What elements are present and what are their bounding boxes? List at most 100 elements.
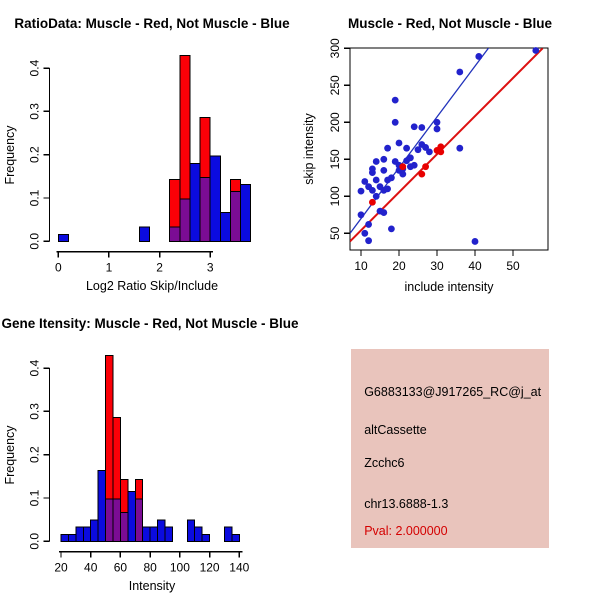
intensity-histogram-xlabel: Intensity bbox=[129, 579, 176, 593]
data-point-blue bbox=[471, 238, 479, 245]
x-tick-label: 100 bbox=[170, 561, 190, 575]
scatter-xlabel: include intensity bbox=[405, 280, 495, 294]
bar-blue bbox=[149, 526, 159, 542]
data-point-blue bbox=[369, 169, 376, 177]
x-tick-label: 140 bbox=[229, 561, 249, 575]
bar-blue bbox=[201, 533, 211, 542]
y-tick-label: 0.2 bbox=[28, 446, 42, 463]
data-point-red bbox=[399, 163, 407, 171]
data-point-blue bbox=[414, 146, 422, 154]
bar-blue bbox=[90, 519, 99, 542]
y-tick-label: 50 bbox=[328, 226, 342, 240]
gene-name-text: Zcchc6 bbox=[364, 456, 405, 471]
scatter-title: Muscle - Red, Not Muscle - Blue bbox=[348, 16, 553, 31]
scatter-plot: 10 20 30 40 50 50 100 150 200 250 300 bbox=[328, 38, 549, 273]
data-point-blue bbox=[391, 96, 399, 104]
bar-blue bbox=[127, 491, 136, 542]
data-point-blue bbox=[365, 221, 372, 228]
bar-blue bbox=[164, 526, 173, 542]
data-point-blue bbox=[365, 237, 372, 245]
bar-overlap bbox=[229, 191, 242, 242]
data-point-blue bbox=[426, 148, 433, 156]
y-tick-label: 0.3 bbox=[28, 403, 42, 420]
y-tick-label: 200 bbox=[328, 112, 342, 132]
data-point-blue bbox=[456, 68, 464, 76]
y-tick-label: 300 bbox=[328, 38, 342, 58]
regression-line-blue bbox=[350, 48, 490, 234]
x-tick-label: 0 bbox=[55, 261, 62, 275]
ratio-histogram-plot: 0 1 2 3 0.0 0.1 0.2 0.3 0.4 bbox=[28, 55, 252, 275]
data-point-blue bbox=[410, 161, 418, 169]
x-tick-label: 120 bbox=[200, 561, 220, 575]
data-point-blue bbox=[399, 170, 407, 178]
bar-blue bbox=[209, 155, 221, 242]
scatter-ylabel: skip intensity bbox=[302, 112, 316, 184]
bar-blue bbox=[138, 226, 150, 242]
x-tick-label: 80 bbox=[143, 561, 157, 575]
bar-blue bbox=[157, 519, 166, 542]
y-tick-label: 150 bbox=[328, 149, 342, 169]
data-point-blue bbox=[357, 211, 365, 219]
data-point-blue bbox=[532, 47, 540, 54]
data-point-blue bbox=[369, 186, 376, 194]
data-point-red bbox=[418, 170, 426, 178]
data-point-blue bbox=[407, 154, 414, 162]
bar-blue bbox=[57, 233, 69, 242]
y-tick-label: 0.4 bbox=[28, 359, 42, 376]
bar-blue bbox=[231, 533, 240, 542]
bar-blue bbox=[82, 526, 92, 542]
y-tick-label: 0.0 bbox=[28, 233, 42, 250]
data-point-blue bbox=[391, 118, 399, 126]
x-tick-label: 20 bbox=[392, 259, 406, 273]
data-point-blue bbox=[395, 139, 403, 147]
bar-overlap bbox=[199, 177, 211, 242]
data-point-blue bbox=[422, 144, 429, 151]
data-point-blue bbox=[384, 185, 391, 193]
y-tick-label: 0.2 bbox=[28, 146, 42, 163]
data-point-blue bbox=[361, 229, 369, 237]
x-tick-label: 40 bbox=[84, 561, 98, 575]
probe-id-text: G6883133@J917265_RC@j_at bbox=[364, 385, 542, 400]
intensity-histogram-plot: 20 40 60 80 100 120 140 0.0 0.1 0.2 0.3 0.4 bbox=[28, 355, 250, 575]
y-tick-label: 100 bbox=[328, 186, 342, 206]
bar-blue bbox=[240, 184, 252, 242]
data-point-red bbox=[422, 163, 429, 171]
x-tick-label: 20 bbox=[54, 561, 68, 575]
bar-blue bbox=[194, 526, 203, 542]
data-point-blue bbox=[384, 144, 391, 152]
ratio-histogram-title: RatioData: Muscle - Red, Not Muscle - Bl… bbox=[14, 16, 290, 31]
x-tick-label: 30 bbox=[430, 259, 444, 273]
location-text: chr13.6888-1.3 bbox=[364, 497, 449, 512]
y-tick-label: 0.0 bbox=[28, 533, 42, 550]
bar-blue bbox=[186, 519, 196, 542]
data-point-blue bbox=[418, 124, 426, 131]
panel-ratio-histogram: RatioData: Muscle - Red, Not Muscle - Bl… bbox=[0, 0, 300, 300]
data-point-blue bbox=[372, 158, 380, 165]
data-point-blue bbox=[433, 118, 441, 126]
data-point-blue bbox=[380, 209, 388, 216]
ratio-histogram-ylabel: Frequency bbox=[3, 125, 17, 185]
y-tick-label: 0.3 bbox=[28, 103, 42, 120]
bar-overlap bbox=[105, 498, 114, 542]
plot-box bbox=[349, 47, 549, 251]
data-point-red bbox=[437, 143, 445, 151]
pval-text: Pval: 2.000000 bbox=[364, 524, 448, 539]
intensity-histogram-ylabel: Frequency bbox=[3, 425, 17, 485]
intensity-histogram-title: Gene Itensity: Muscle - Red, Not Muscle … bbox=[1, 316, 299, 331]
x-tick-label: 3 bbox=[207, 261, 214, 275]
bar-blue bbox=[75, 526, 84, 542]
data-point-blue bbox=[433, 125, 441, 133]
bar-overlap bbox=[112, 498, 121, 542]
data-point-red bbox=[369, 198, 376, 206]
data-point-red bbox=[437, 148, 445, 156]
data-point-blue bbox=[410, 123, 418, 131]
gene-info-panel: G6883133@J917265_RC@j_at altCassette Zcc… bbox=[350, 349, 550, 549]
data-point-blue bbox=[361, 178, 369, 185]
data-point-blue bbox=[380, 167, 388, 174]
bar-blue bbox=[60, 533, 69, 542]
bar-overlap bbox=[134, 498, 144, 542]
panel-scatter: Muscle - Red, Not Muscle - Blue include … bbox=[300, 0, 600, 300]
ratio-histogram-xlabel: Log2 Ratio Skip/Include bbox=[86, 279, 218, 293]
data-point-blue bbox=[372, 176, 380, 184]
